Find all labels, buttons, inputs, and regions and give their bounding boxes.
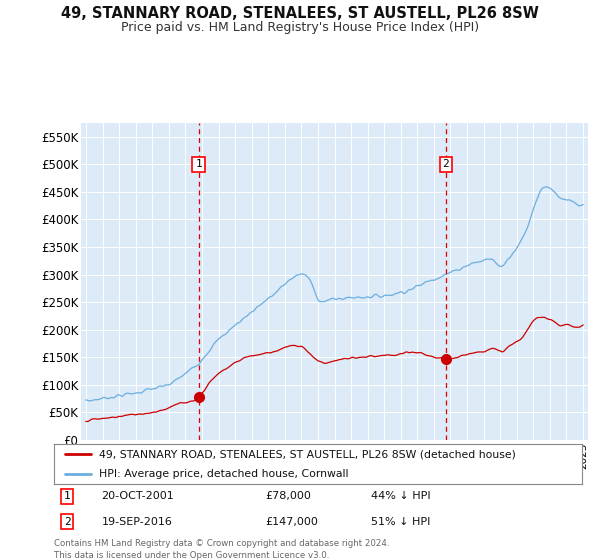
Text: £78,000: £78,000 — [265, 491, 311, 501]
Text: 51% ↓ HPI: 51% ↓ HPI — [371, 517, 430, 526]
Text: 49, STANNARY ROAD, STENALEES, ST AUSTELL, PL26 8SW: 49, STANNARY ROAD, STENALEES, ST AUSTELL… — [61, 6, 539, 21]
Text: 1: 1 — [64, 491, 71, 501]
Text: £147,000: £147,000 — [265, 517, 318, 526]
Text: 19-SEP-2016: 19-SEP-2016 — [101, 517, 172, 526]
Text: HPI: Average price, detached house, Cornwall: HPI: Average price, detached house, Corn… — [99, 469, 349, 479]
Text: 20-OCT-2001: 20-OCT-2001 — [101, 491, 174, 501]
Text: 2: 2 — [442, 160, 449, 170]
Text: Price paid vs. HM Land Registry's House Price Index (HPI): Price paid vs. HM Land Registry's House … — [121, 21, 479, 34]
Text: Contains HM Land Registry data © Crown copyright and database right 2024.
This d: Contains HM Land Registry data © Crown c… — [54, 539, 389, 559]
Text: 2: 2 — [64, 517, 71, 526]
Text: 49, STANNARY ROAD, STENALEES, ST AUSTELL, PL26 8SW (detached house): 49, STANNARY ROAD, STENALEES, ST AUSTELL… — [99, 449, 516, 459]
Text: 44% ↓ HPI: 44% ↓ HPI — [371, 491, 430, 501]
Text: 1: 1 — [195, 160, 202, 170]
